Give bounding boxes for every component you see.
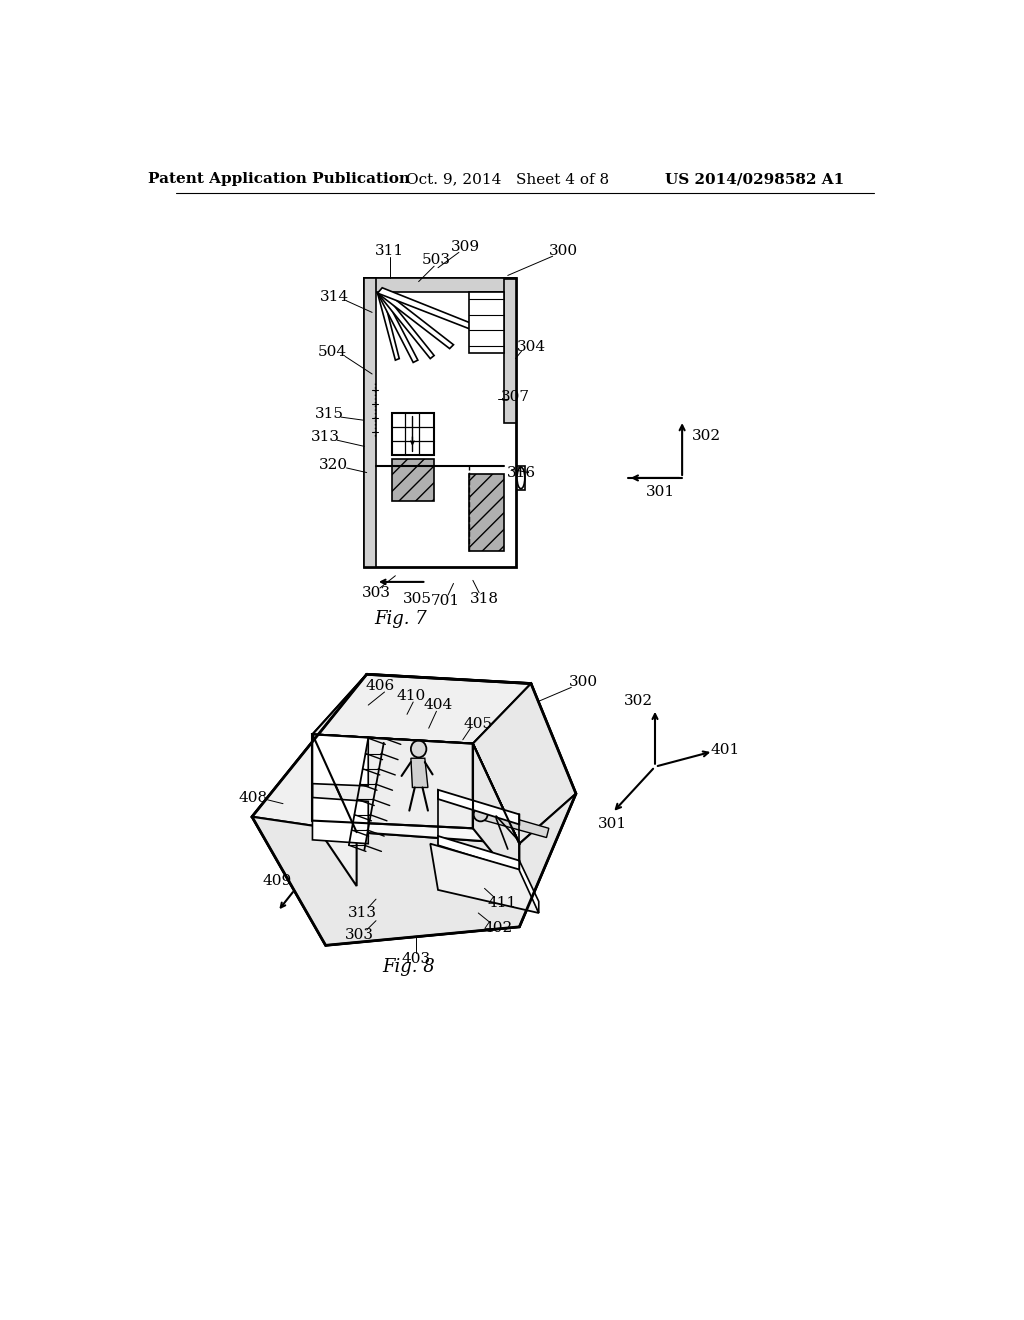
Text: 320: 320 — [318, 458, 348, 471]
Text: 504: 504 — [318, 346, 347, 359]
Text: 315: 315 — [315, 407, 344, 421]
Bar — [469, 292, 504, 354]
Text: 503: 503 — [422, 253, 451, 267]
Text: 411: 411 — [487, 896, 517, 909]
Polygon shape — [438, 836, 519, 871]
Text: 301: 301 — [598, 817, 627, 832]
Text: Oct. 9, 2014   Sheet 4 of 8: Oct. 9, 2014 Sheet 4 of 8 — [407, 172, 609, 186]
Text: US 2014/0298582 A1: US 2014/0298582 A1 — [665, 172, 844, 186]
Text: 301: 301 — [646, 484, 675, 499]
Text: 307: 307 — [501, 391, 530, 404]
Bar — [391, 459, 434, 502]
Bar — [504, 279, 515, 422]
Polygon shape — [411, 758, 428, 788]
Ellipse shape — [517, 467, 524, 488]
Polygon shape — [473, 743, 519, 886]
Text: Patent Application Publication: Patent Application Publication — [148, 172, 411, 186]
Text: 318: 318 — [470, 591, 499, 606]
Bar — [517, 466, 524, 490]
Polygon shape — [312, 734, 473, 829]
Polygon shape — [312, 675, 531, 743]
Polygon shape — [252, 675, 575, 945]
Text: 309: 309 — [451, 240, 479, 253]
Text: 304: 304 — [516, 341, 546, 354]
Text: 403: 403 — [401, 952, 431, 966]
Text: 408: 408 — [239, 791, 268, 804]
Polygon shape — [477, 808, 549, 838]
Text: 313: 313 — [311, 430, 340, 444]
Text: 401: 401 — [710, 743, 739, 756]
Polygon shape — [378, 289, 454, 348]
Ellipse shape — [474, 808, 487, 821]
Text: 316: 316 — [507, 466, 537, 479]
Text: 405: 405 — [464, 717, 493, 730]
Text: 311: 311 — [375, 244, 403, 257]
Polygon shape — [519, 861, 539, 913]
Text: 410: 410 — [396, 689, 426, 702]
Polygon shape — [473, 684, 575, 843]
Bar — [469, 474, 504, 552]
Bar — [365, 277, 376, 566]
Text: 404: 404 — [423, 698, 453, 711]
Polygon shape — [378, 292, 418, 363]
Text: 402: 402 — [483, 921, 513, 936]
Polygon shape — [378, 290, 434, 359]
Text: 300: 300 — [569, 675, 598, 689]
Bar — [365, 277, 515, 292]
Text: 300: 300 — [549, 244, 579, 257]
Polygon shape — [312, 734, 519, 843]
Polygon shape — [252, 675, 367, 832]
Text: 701: 701 — [431, 594, 461, 609]
Polygon shape — [312, 734, 356, 886]
Text: Fig. 8: Fig. 8 — [382, 958, 435, 975]
Polygon shape — [312, 734, 519, 843]
Polygon shape — [252, 793, 575, 945]
Text: 313: 313 — [348, 906, 377, 920]
Text: 302: 302 — [624, 694, 652, 709]
Polygon shape — [312, 734, 369, 785]
Text: 305: 305 — [402, 591, 431, 606]
Ellipse shape — [411, 741, 426, 758]
Polygon shape — [378, 288, 480, 331]
Polygon shape — [430, 843, 539, 913]
Bar — [365, 277, 515, 566]
Text: 314: 314 — [321, 290, 349, 304]
Polygon shape — [312, 797, 369, 843]
Text: Fig. 7: Fig. 7 — [375, 610, 427, 628]
Text: 409: 409 — [263, 874, 292, 887]
Bar — [391, 413, 434, 455]
Text: 303: 303 — [344, 928, 374, 941]
Text: 303: 303 — [361, 586, 390, 601]
Text: 302: 302 — [692, 429, 722, 442]
Polygon shape — [438, 789, 519, 825]
Polygon shape — [378, 292, 399, 360]
Text: 406: 406 — [366, 678, 394, 693]
